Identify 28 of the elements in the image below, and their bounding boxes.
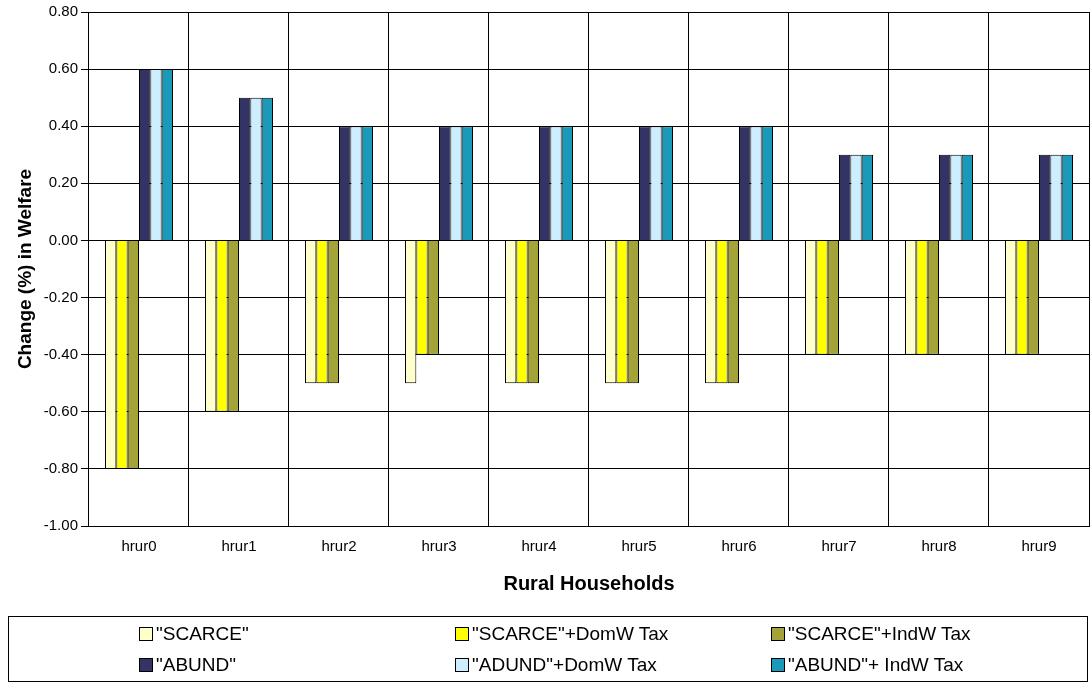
legend-label: "SCARCE"+DomW Tax bbox=[472, 623, 669, 645]
legend-label: "ABUND"+ IndW Tax bbox=[788, 654, 964, 676]
legend-label: "SCARCE"+IndW Tax bbox=[788, 623, 971, 645]
x-tick-label: hrur0 bbox=[121, 537, 157, 555]
y-tick-label: 0.20 bbox=[48, 173, 78, 191]
y-tick-label: -1.00 bbox=[43, 516, 78, 534]
x-tick-label: hrur6 bbox=[721, 537, 757, 555]
x-tick-label: hrur7 bbox=[821, 537, 857, 555]
x-axis-title: Rural Households bbox=[503, 571, 675, 594]
y-tick-label: 0.80 bbox=[48, 2, 78, 20]
x-tick-label: hrur5 bbox=[621, 537, 657, 555]
x-tick-label: hrur9 bbox=[1021, 537, 1057, 555]
y-tick-label: -0.60 bbox=[43, 401, 78, 419]
legend-label: "ADUND"+DomW Tax bbox=[472, 654, 657, 676]
y-tick-label: 0.60 bbox=[48, 59, 78, 77]
y-tick-label: 0.40 bbox=[48, 116, 78, 134]
x-tick-label: hrur1 bbox=[221, 537, 257, 555]
y-tick-label: -0.40 bbox=[43, 344, 78, 362]
x-tick-label: hrur8 bbox=[921, 537, 957, 555]
legend-label: "ABUND" bbox=[156, 654, 236, 676]
x-tick-label: hrur2 bbox=[321, 537, 357, 555]
x-tick-label: hrur3 bbox=[421, 537, 457, 555]
y-tick-label: -0.80 bbox=[43, 459, 78, 477]
y-axis-title: Change (%) in Welfare bbox=[13, 168, 35, 370]
y-tick-label: 0.00 bbox=[48, 230, 78, 248]
legend-label: "SCARCE" bbox=[156, 623, 249, 645]
y-tick-label: -0.20 bbox=[43, 287, 78, 305]
x-tick-label: hrur4 bbox=[521, 537, 557, 555]
